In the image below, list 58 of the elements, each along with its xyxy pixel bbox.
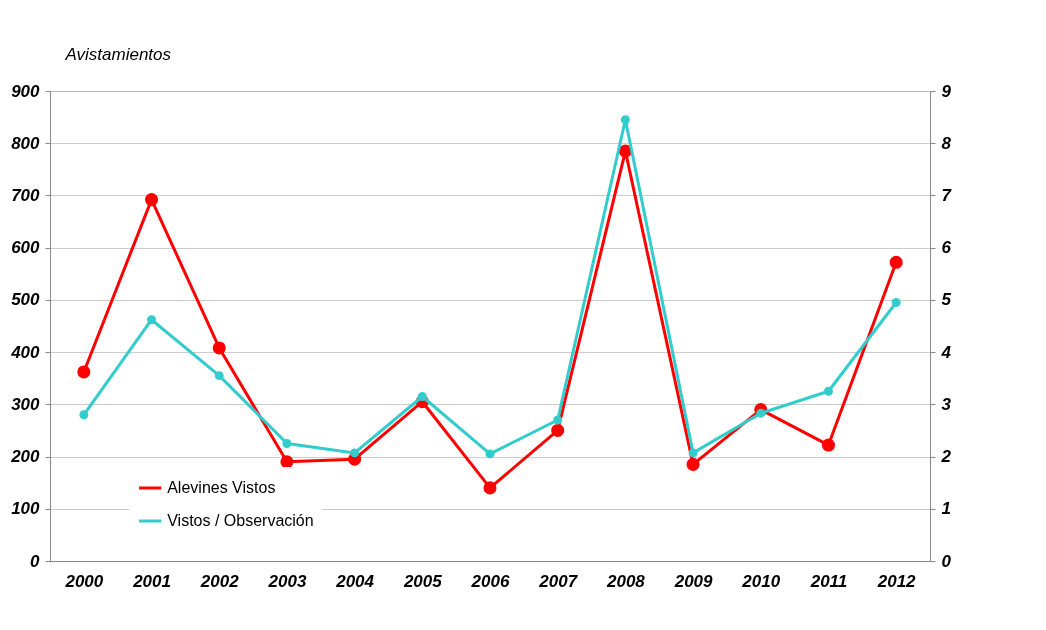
y-tick-label: 200 <box>10 447 41 467</box>
y-tick-label: 800 <box>11 133 41 153</box>
point <box>553 415 563 425</box>
point <box>889 255 903 269</box>
y-tick-label: 900 <box>11 81 41 101</box>
point <box>686 457 700 471</box>
y2-tick-label: 5 <box>941 290 952 310</box>
y2-tick-label: 7 <box>941 185 953 205</box>
x-tick-label: 2003 <box>267 571 307 591</box>
y-tick-label: 600 <box>11 238 41 258</box>
point <box>145 193 159 207</box>
x-tick-label: 2005 <box>402 571 443 591</box>
x-tick-label: 2010 <box>741 571 781 591</box>
y-tick-label: 700 <box>11 185 41 205</box>
point <box>485 449 495 459</box>
x-tick-label: 2002 <box>199 571 240 591</box>
point <box>620 115 630 125</box>
point <box>821 438 835 452</box>
x-tick-label: 2012 <box>876 571 917 591</box>
point <box>282 439 292 448</box>
point <box>77 365 91 379</box>
x-tick-label: 2007 <box>538 571 579 591</box>
y2-tick-label: 4 <box>940 342 952 362</box>
point <box>417 392 427 401</box>
point <box>350 448 360 458</box>
y-tick-label: 500 <box>11 290 41 310</box>
point <box>483 481 497 495</box>
y2-tick-label: 9 <box>941 81 952 101</box>
point <box>79 410 89 420</box>
y-tick-label: 100 <box>11 499 41 519</box>
x-tick-label: 2011 <box>809 571 848 591</box>
y-tick-label: 300 <box>11 394 41 414</box>
y-tick-label: 0 <box>30 551 41 571</box>
x-tick-label: 2009 <box>673 571 714 591</box>
x-tick-label: 2004 <box>335 571 375 591</box>
y2-tick-label: 0 <box>941 551 952 571</box>
y2-tick-label: 8 <box>941 133 952 153</box>
y2-tick-label: 6 <box>941 238 952 258</box>
legend-label: Vistos / Observación <box>167 512 314 529</box>
x-tick-label: 2006 <box>470 571 510 591</box>
point <box>551 423 565 437</box>
y2-tick-label: 2 <box>940 447 952 467</box>
point <box>688 448 698 458</box>
point <box>823 386 833 396</box>
y-axis-title: Avistamientos <box>64 44 172 64</box>
x-tick-label: 2008 <box>605 571 646 591</box>
x-tick-label: 2001 <box>132 571 171 591</box>
x-tick-label: 2000 <box>64 571 104 591</box>
point <box>756 408 766 418</box>
point <box>147 315 157 325</box>
point <box>280 455 294 469</box>
y-tick-label: 400 <box>10 342 41 362</box>
y2-tick-label: 1 <box>941 499 951 519</box>
y2-tick-label: 3 <box>941 394 952 414</box>
point <box>214 371 224 381</box>
point <box>212 341 226 355</box>
legend-label: Alevines Vistos <box>167 479 276 496</box>
point <box>891 298 901 307</box>
